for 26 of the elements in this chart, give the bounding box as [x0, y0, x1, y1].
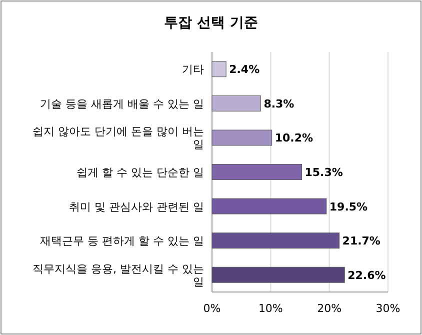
data-label: 2.4%: [229, 63, 260, 76]
x-tick-label: 30%: [376, 302, 400, 315]
data-label: 21.7%: [342, 234, 380, 248]
y-tick-label: 쉽지 않아도 단기에 돈을 많이 버는 일: [32, 125, 204, 152]
y-tick-label: 기타: [182, 63, 204, 76]
chart-title: 투잡 선택 기준: [164, 15, 258, 31]
bar: [212, 61, 226, 78]
bar: [212, 95, 261, 112]
data-label: 19.5%: [329, 200, 368, 214]
data-label: 10.2%: [274, 132, 314, 145]
bar: [212, 266, 345, 283]
bar: [212, 130, 272, 146]
y-tick-label: 재택근무 등 편하게 할 수 있는 일: [40, 234, 204, 248]
bar: [212, 232, 340, 249]
data-label: 15.3%: [304, 166, 343, 179]
y-tick-label: 직무지식을 응용, 발전시킬 수 있는 일: [32, 262, 204, 288]
x-tick-label: 20%: [317, 302, 342, 315]
bar: [212, 198, 327, 214]
data-label: 22.6%: [348, 268, 386, 282]
y-tick-label: 기술 등을 새롭게 배울 수 있는 일: [40, 97, 204, 110]
x-tick-label: 0%: [203, 302, 221, 315]
data-label: 8.3%: [264, 97, 294, 110]
bar: [212, 164, 302, 180]
y-tick-label: 쉽게 할 수 있는 단순한 일: [76, 166, 204, 179]
x-tick-label: 10%: [258, 302, 283, 315]
y-tick-label: 취미 및 관심사와 관련된 일: [69, 200, 204, 214]
